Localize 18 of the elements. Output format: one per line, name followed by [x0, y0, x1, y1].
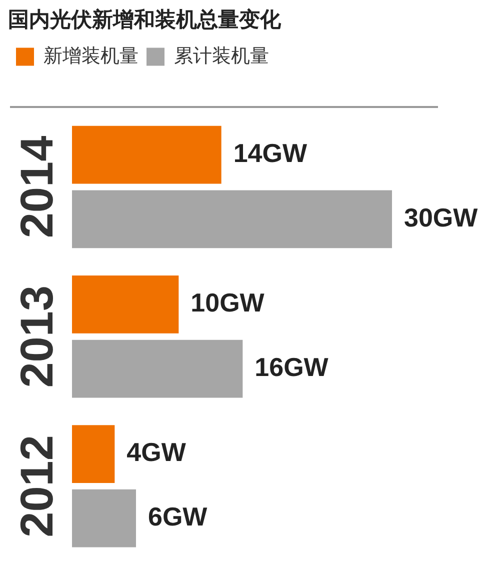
chart-title: 国内光伏新增和装机总量变化	[8, 7, 282, 32]
data-label: 6GW	[148, 502, 208, 532]
bar	[72, 126, 222, 184]
bar	[72, 275, 179, 334]
data-label: 10GW	[190, 288, 265, 318]
legend-label: 累计装机量	[174, 46, 269, 67]
bar	[72, 489, 136, 548]
bar	[72, 425, 115, 483]
y-tick-label: 2013	[10, 285, 63, 388]
bar	[72, 340, 243, 398]
data-label: 4GW	[126, 437, 186, 468]
legend-label: 新增装机量	[44, 44, 138, 67]
data-label: 16GW	[254, 352, 329, 382]
y-tick-label: 2014	[10, 135, 63, 238]
data-label: 14GW	[233, 138, 308, 168]
data-label: 30GW	[404, 202, 478, 232]
y-tick-label: 2012	[10, 435, 63, 538]
bar	[72, 190, 392, 248]
